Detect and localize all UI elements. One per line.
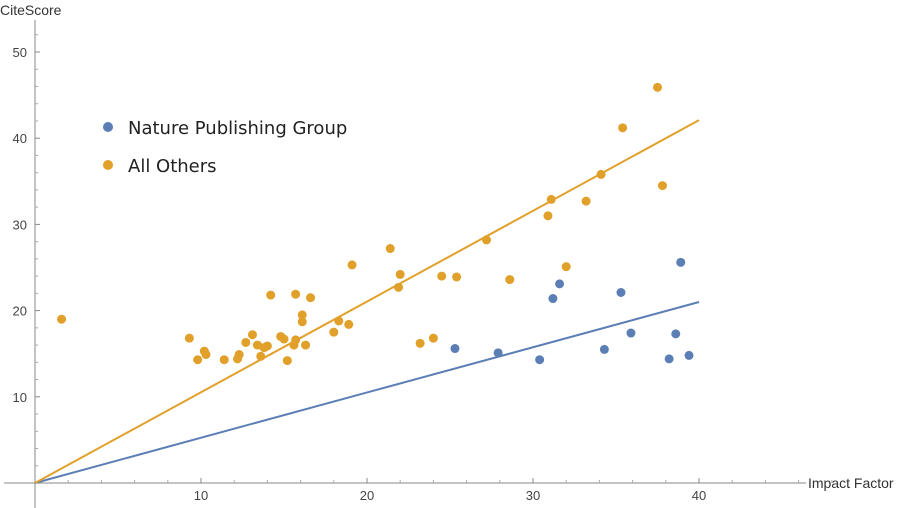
legend-marker-npg bbox=[103, 122, 113, 132]
x-tick-label: 40 bbox=[692, 488, 706, 503]
data-point-others bbox=[306, 293, 316, 303]
data-point-others bbox=[546, 194, 556, 204]
fit-line-others bbox=[34, 119, 700, 484]
data-point-others bbox=[561, 262, 571, 272]
data-point-others bbox=[201, 350, 211, 360]
x-tick-label: 10 bbox=[194, 488, 208, 503]
data-point-others bbox=[581, 196, 591, 206]
data-point-others bbox=[291, 335, 301, 345]
data-point-others bbox=[234, 350, 244, 360]
y-tick-label: 30 bbox=[13, 217, 27, 232]
data-point-others bbox=[57, 314, 67, 324]
data-point-others bbox=[297, 310, 307, 320]
data-point-npg bbox=[450, 344, 460, 354]
legend-marker-others bbox=[103, 160, 113, 170]
data-point-npg bbox=[555, 279, 565, 289]
legend-label-npg: Nature Publishing Group bbox=[128, 118, 347, 139]
data-point-others bbox=[543, 211, 553, 221]
data-point-npg bbox=[599, 344, 609, 354]
data-point-others bbox=[428, 333, 438, 343]
data-point-others bbox=[241, 337, 251, 347]
data-point-others bbox=[297, 317, 307, 327]
data-point-npg bbox=[664, 354, 674, 364]
data-points bbox=[57, 82, 694, 366]
y-tick-label: 50 bbox=[13, 45, 27, 60]
data-point-others bbox=[329, 327, 339, 337]
data-point-others bbox=[301, 340, 311, 350]
data-point-others bbox=[394, 282, 404, 292]
data-point-npg bbox=[626, 328, 636, 338]
data-point-others bbox=[653, 82, 662, 92]
fit-line-npg bbox=[34, 301, 700, 484]
data-point-others bbox=[247, 330, 257, 340]
data-point-others bbox=[385, 244, 395, 254]
data-point-npg bbox=[616, 287, 626, 297]
y-tick-label: 40 bbox=[13, 131, 27, 146]
y-ticks: 10 20 30 40 50 bbox=[13, 34, 40, 467]
data-point-others bbox=[347, 260, 357, 270]
data-point-others bbox=[193, 355, 203, 365]
data-point-others bbox=[618, 123, 628, 133]
y-axis-label: CiteScore bbox=[0, 2, 62, 18]
data-point-others bbox=[415, 338, 425, 348]
data-point-npg bbox=[548, 294, 558, 304]
data-point-others bbox=[266, 290, 276, 300]
data-point-others bbox=[482, 235, 492, 245]
legend: Nature Publishing Group All Others bbox=[103, 118, 347, 177]
data-point-others bbox=[334, 316, 344, 326]
y-tick-label: 10 bbox=[13, 390, 27, 405]
legend-label-others: All Others bbox=[128, 156, 217, 177]
data-point-others bbox=[452, 272, 462, 282]
data-point-npg bbox=[671, 329, 681, 339]
data-point-others bbox=[437, 271, 447, 281]
data-point-npg bbox=[535, 355, 545, 365]
data-point-others bbox=[596, 169, 606, 179]
data-point-others bbox=[395, 269, 405, 279]
data-point-others bbox=[282, 356, 292, 366]
data-point-npg bbox=[684, 350, 694, 360]
data-point-others bbox=[279, 334, 289, 344]
data-point-others bbox=[505, 275, 515, 285]
data-point-npg bbox=[676, 257, 686, 267]
data-point-others bbox=[184, 333, 194, 343]
data-point-others bbox=[344, 319, 354, 329]
data-point-others bbox=[219, 355, 229, 365]
data-point-others bbox=[291, 289, 301, 299]
axes bbox=[4, 20, 806, 508]
x-axis-label: Impact Factor bbox=[808, 475, 894, 491]
data-point-others bbox=[256, 351, 266, 361]
data-point-others bbox=[262, 341, 272, 351]
data-point-npg bbox=[493, 348, 503, 358]
y-tick-label: 20 bbox=[13, 304, 27, 319]
x-ticks: 10 20 30 40 bbox=[67, 478, 833, 503]
data-point-others bbox=[657, 181, 667, 191]
fit-lines bbox=[34, 119, 700, 484]
x-tick-label: 30 bbox=[526, 488, 540, 503]
x-tick-label: 20 bbox=[360, 488, 374, 503]
